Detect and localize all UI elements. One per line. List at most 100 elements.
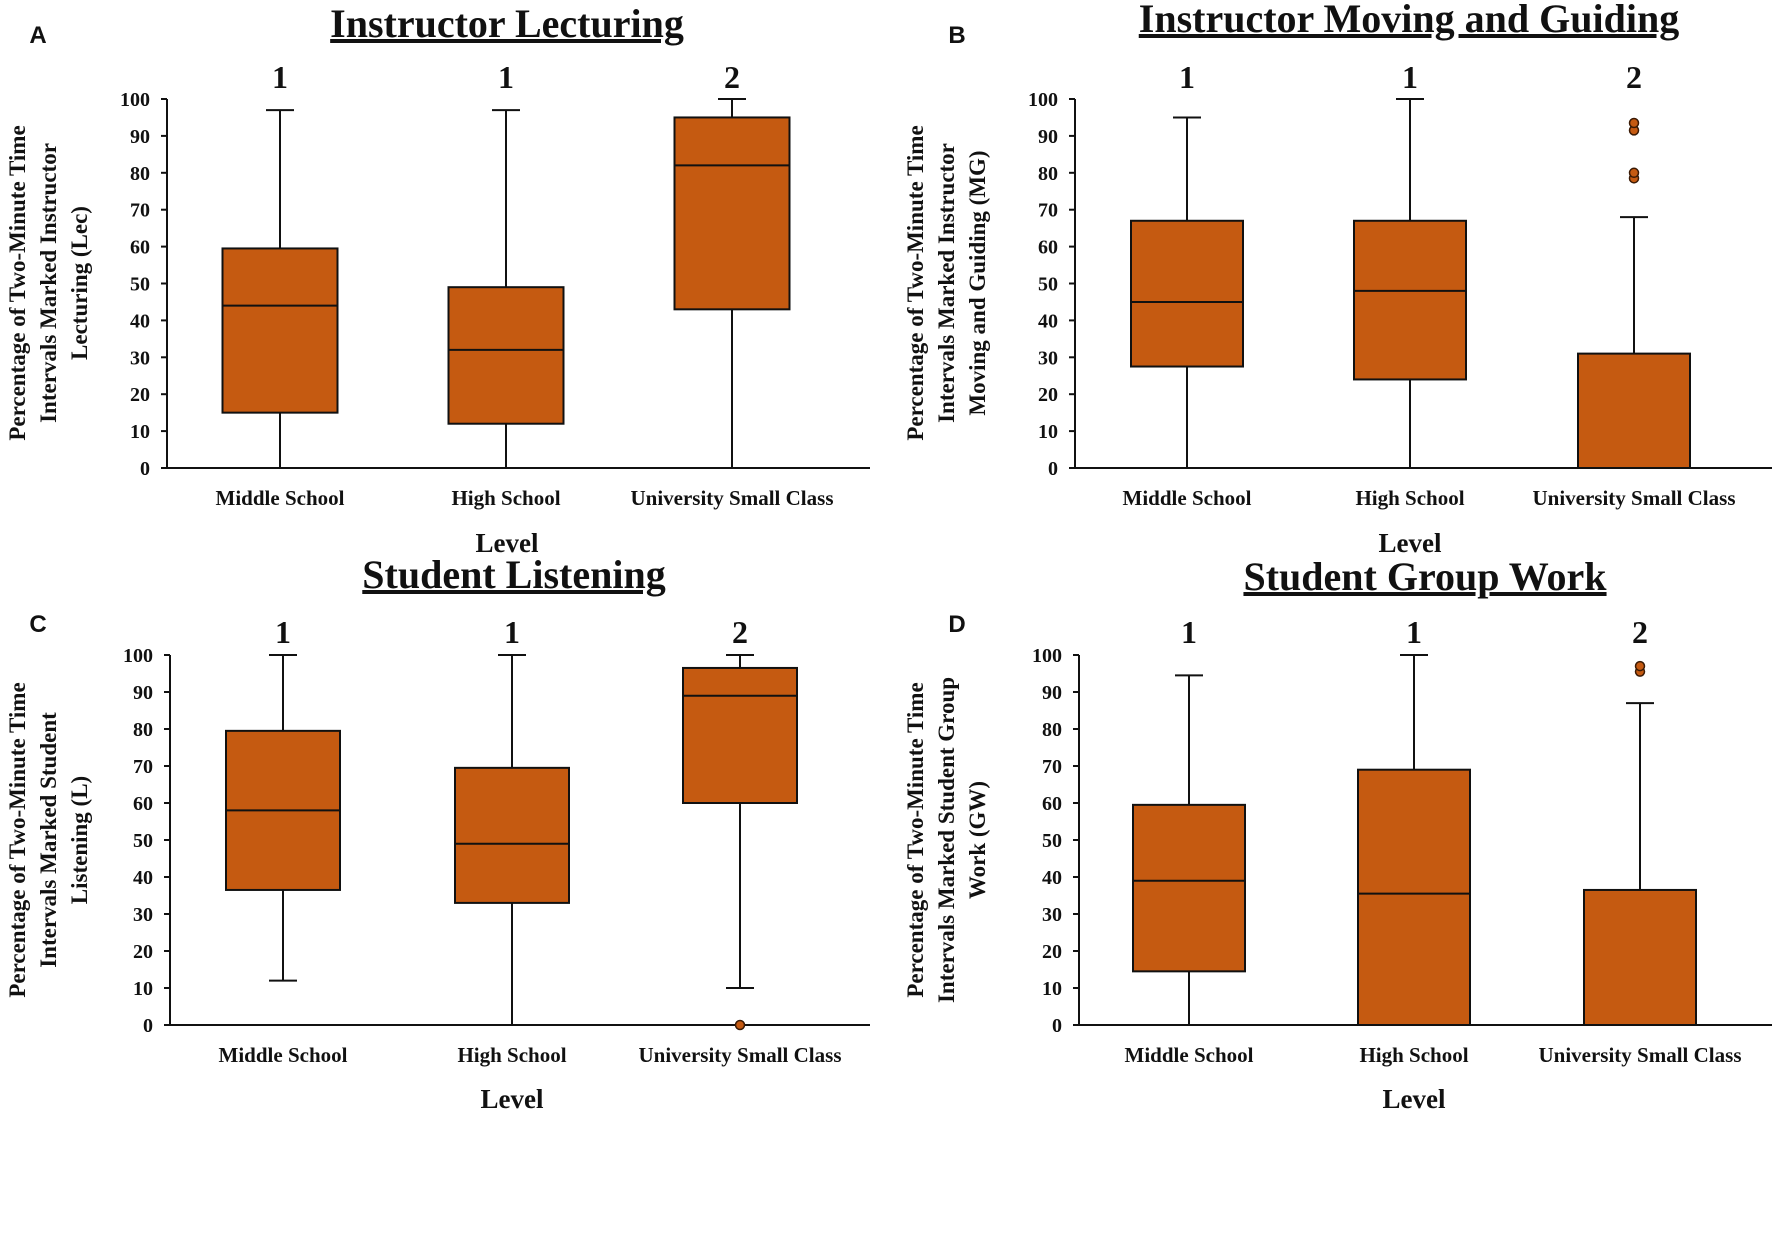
- box-high-school: [447, 109, 565, 468]
- y-tick-label: 50: [130, 274, 150, 296]
- y-tick-label: 90: [133, 682, 153, 704]
- panel-letter: B: [948, 22, 965, 49]
- group-label: 1: [498, 59, 514, 95]
- iqr-box: [1130, 219, 1244, 368]
- box-university-small-class: [673, 98, 791, 468]
- box-middle-school: [221, 109, 339, 468]
- y-axis-label: Listening (L): [67, 776, 92, 904]
- outlier-point: [1628, 117, 1640, 129]
- x-tick-label: High School: [1355, 486, 1464, 510]
- y-tick-label: 60: [1042, 793, 1062, 815]
- chart-title: Student Listening: [362, 552, 665, 597]
- panel-letter: A: [29, 22, 46, 49]
- y-tick-label: 0: [140, 458, 150, 480]
- y-tick-label: 70: [133, 756, 153, 778]
- x-tick-label: Middle School: [1125, 1043, 1254, 1067]
- panel-b: B Instructor Moving and Guiding Percentage…: [903, 0, 1772, 558]
- y-tick-label: 20: [1042, 941, 1062, 963]
- y-tick-label: 70: [1042, 756, 1062, 778]
- group-label: 1: [1406, 614, 1422, 650]
- y-tick-label: 90: [130, 126, 150, 148]
- y-tick-label: 100: [1028, 89, 1058, 111]
- x-axis-label: Level: [1379, 528, 1442, 558]
- y-axis-label: Percentage of Two-Minute Time: [5, 682, 30, 997]
- panel-d: D Student Group Work Percentage of Two-Min…: [903, 554, 1772, 1114]
- panel-a: A Instructor Lecturing Percentage of Two-M…: [5, 1, 870, 558]
- group-label: 2: [1626, 59, 1642, 95]
- group-label: 1: [272, 59, 288, 95]
- iqr-box: [682, 666, 798, 805]
- iqr-box: [1577, 352, 1691, 469]
- y-tick-label: 30: [1042, 904, 1062, 926]
- y-tick-label: 50: [1042, 830, 1062, 852]
- x-tick-label: Middle School: [1123, 486, 1252, 510]
- group-label: 2: [1632, 614, 1648, 650]
- box-middle-school: [1132, 674, 1246, 1025]
- group-label: 1: [1402, 59, 1418, 95]
- y-tick-label: 0: [1052, 1015, 1062, 1037]
- x-tick-label: High School: [1359, 1043, 1468, 1067]
- y-axis-label: Intervals Marked Instructor: [36, 143, 61, 423]
- y-tick-label: 80: [130, 163, 150, 185]
- y-tick-label: 70: [1038, 200, 1058, 222]
- y-axis-label: Percentage of Two-Minute Time: [5, 125, 30, 440]
- x-tick-label: University Small Class: [638, 1043, 841, 1067]
- iqr-box: [221, 247, 339, 414]
- y-axis-label: Intervals Marked Student Group: [934, 677, 959, 1003]
- panel-letter: C: [29, 611, 46, 638]
- iqr-box: [454, 766, 570, 904]
- y-tick-label: 90: [1042, 682, 1062, 704]
- y-tick-label: 30: [133, 904, 153, 926]
- y-tick-label: 0: [143, 1015, 153, 1037]
- iqr-box: [673, 116, 791, 311]
- x-axis-label: Level: [1383, 1084, 1446, 1114]
- y-tick-label: 20: [1038, 384, 1058, 406]
- box-middle-school: [225, 654, 341, 982]
- y-tick-label: 20: [130, 384, 150, 406]
- box-high-school: [454, 654, 570, 1025]
- y-tick-label: 40: [130, 310, 150, 332]
- y-tick-label: 100: [120, 89, 150, 111]
- y-tick-label: 0: [1048, 458, 1058, 480]
- y-axis-label: Percentage of Two-Minute Time: [903, 682, 928, 997]
- group-label: 2: [724, 59, 740, 95]
- group-label: 2: [732, 614, 748, 650]
- y-tick-label: 10: [1042, 978, 1062, 1000]
- iqr-box: [1357, 768, 1471, 1027]
- y-tick-label: 100: [123, 645, 153, 667]
- panel-letter: D: [948, 611, 965, 638]
- y-axis-label: Lecturing (Lec): [67, 206, 92, 360]
- y-tick-label: 70: [130, 200, 150, 222]
- outlier-point: [1628, 167, 1640, 179]
- x-axis-label: Level: [476, 528, 539, 558]
- iqr-box: [1353, 219, 1467, 381]
- x-tick-label: Middle School: [216, 486, 345, 510]
- group-label: 1: [504, 614, 520, 650]
- box-high-school: [1357, 654, 1471, 1027]
- group-label: 1: [275, 614, 291, 650]
- box-university-small-class: [682, 654, 798, 1031]
- chart-title: Instructor Moving and Guiding: [1139, 0, 1680, 41]
- box-high-school: [1353, 98, 1467, 468]
- outlier-point: [734, 1019, 746, 1031]
- y-tick-label: 80: [133, 719, 153, 741]
- box-university-small-class: [1577, 117, 1691, 469]
- y-tick-label: 50: [133, 830, 153, 852]
- y-tick-label: 60: [1038, 237, 1058, 259]
- y-axis-label: Intervals Marked Student: [36, 712, 61, 968]
- y-tick-label: 40: [1042, 867, 1062, 889]
- iqr-box: [447, 286, 565, 425]
- y-tick-label: 80: [1038, 163, 1058, 185]
- y-axis-label: Work (GW): [965, 781, 990, 899]
- y-tick-label: 10: [130, 421, 150, 443]
- y-tick-label: 40: [133, 867, 153, 889]
- iqr-box: [1132, 803, 1246, 973]
- y-tick-label: 10: [133, 978, 153, 1000]
- y-tick-label: 30: [1038, 347, 1058, 369]
- iqr-box: [1583, 888, 1697, 1027]
- x-tick-label: High School: [451, 486, 560, 510]
- y-tick-label: 100: [1032, 645, 1062, 667]
- x-tick-label: Middle School: [219, 1043, 348, 1067]
- box-middle-school: [1130, 116, 1244, 468]
